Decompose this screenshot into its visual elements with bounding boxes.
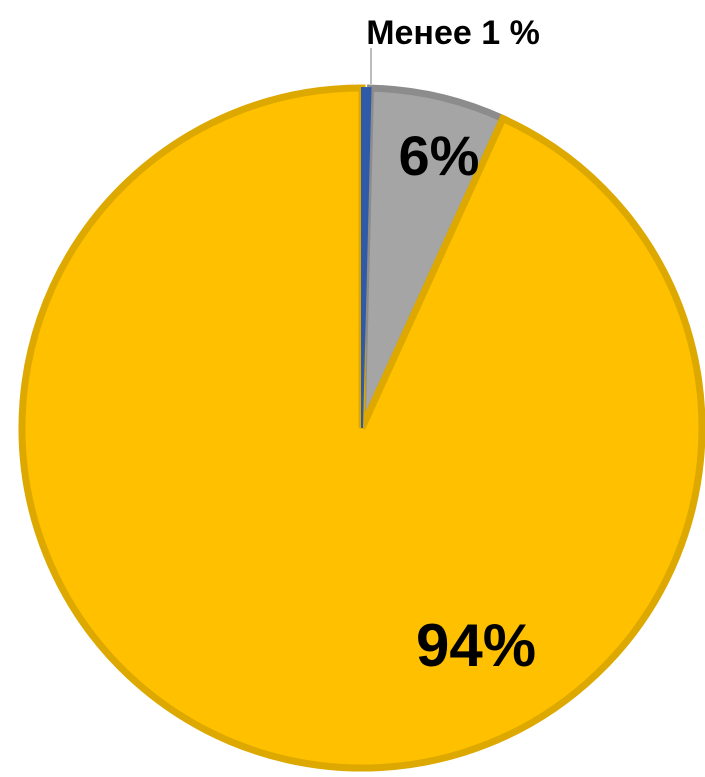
- label-yellow-slice: 94%: [416, 612, 536, 679]
- label-small-slice: Менее 1 %: [366, 14, 540, 52]
- slice-small: [361, 86, 372, 429]
- label-gray-slice: 6%: [399, 124, 480, 187]
- pie-slices: [18, 84, 705, 772]
